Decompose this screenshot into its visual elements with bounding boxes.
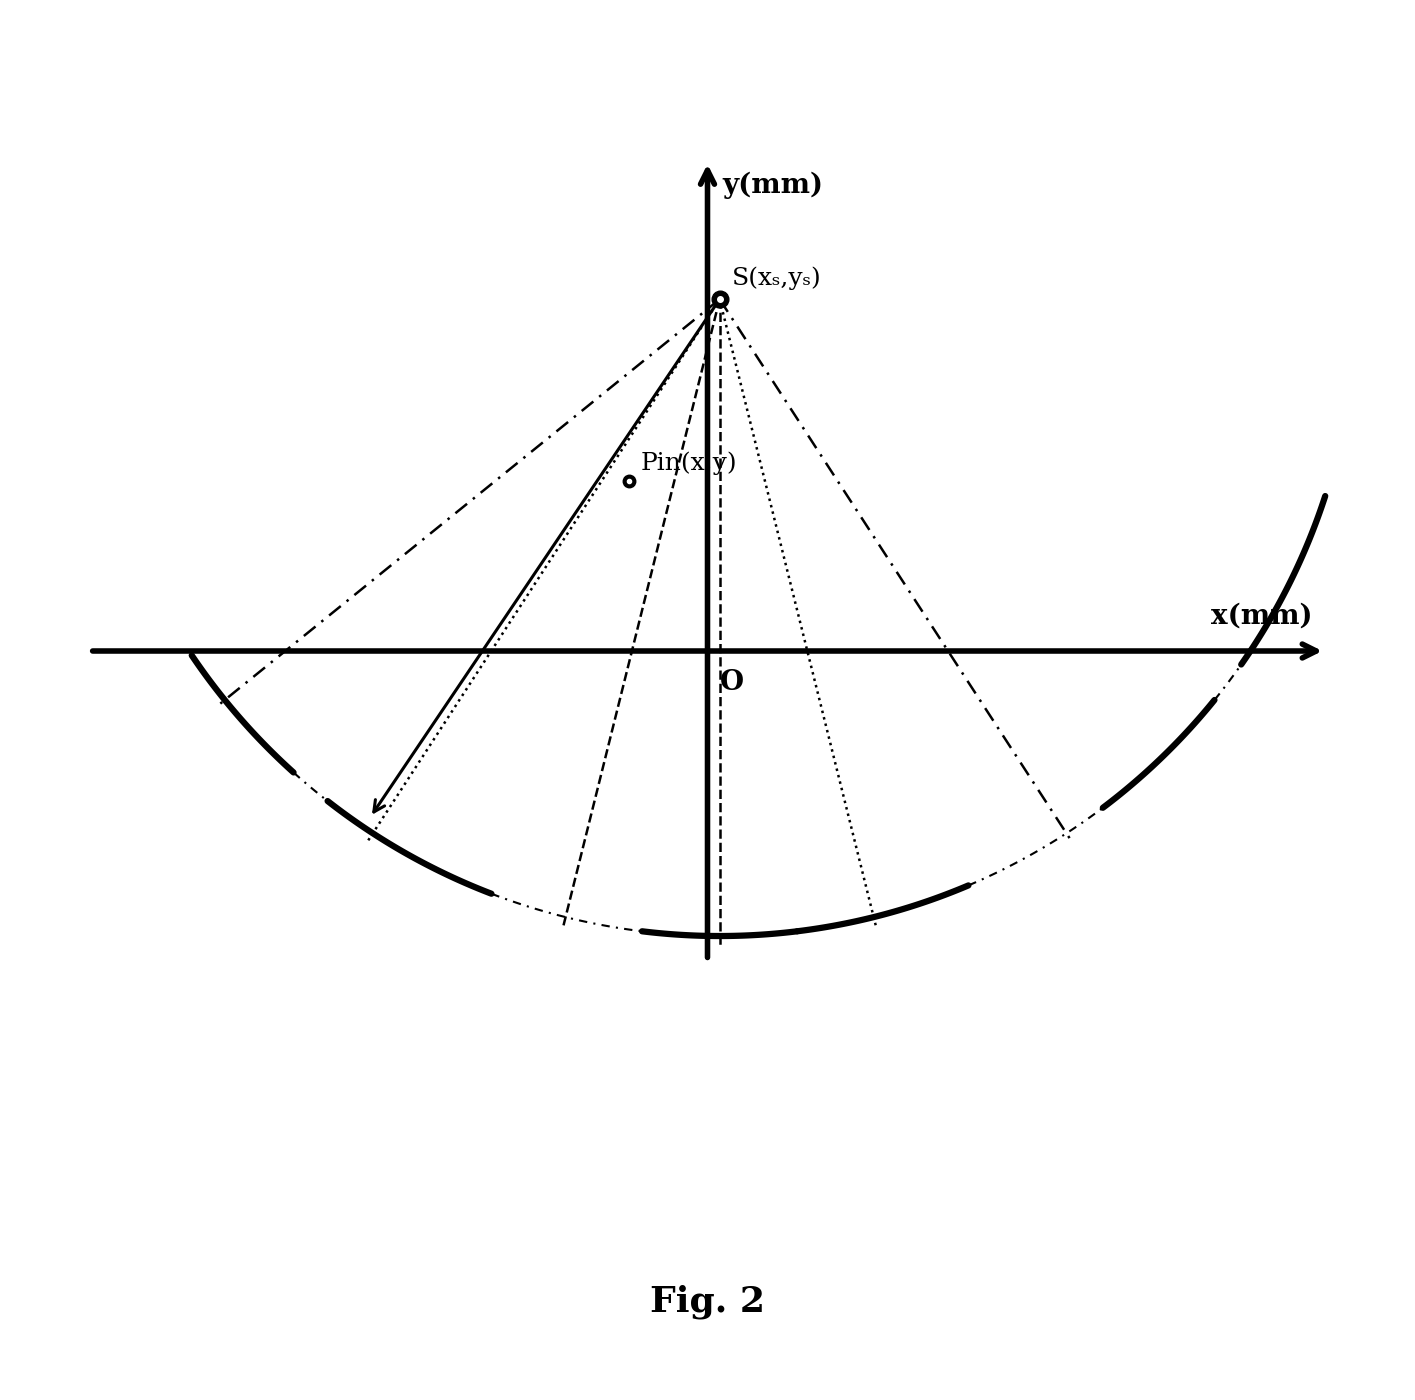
Text: S(xₛ,yₛ): S(xₛ,yₛ) [732,266,822,290]
Text: y(mm): y(mm) [723,172,824,199]
Text: O: O [720,669,744,696]
Text: Fig. 2: Fig. 2 [649,1285,766,1319]
Text: Pin(x,y): Pin(x,y) [641,452,737,475]
Text: x(mm): x(mm) [1211,603,1312,630]
